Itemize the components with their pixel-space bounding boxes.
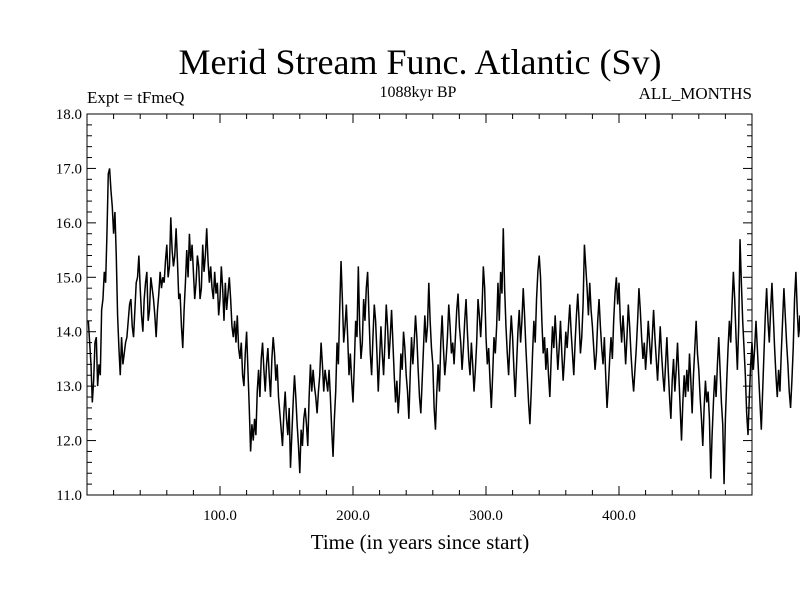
y-tick-label: 14.0 [56,325,82,341]
y-tick-label: 11.0 [56,488,82,504]
x-tick-label: 100.0 [203,508,237,524]
series-line [87,168,800,485]
plot-frame [86,113,753,496]
x-axis-label: Time (in years since start) [311,530,530,554]
y-axis: 11.0 12.0 13.0 14.0 15.0 16.0 17.0 18.0 [56,107,752,504]
y-tick-label: 13.0 [56,379,82,395]
subtitle-period: 1088kyr BP [380,84,457,101]
y-tick-label: 16.0 [56,216,82,232]
x-tick-label: 400.0 [602,508,636,524]
months-label: ALL_MONTHS [639,84,752,103]
y-tick-label: 17.0 [56,161,82,177]
y-tick-label: 18.0 [56,107,82,123]
y-tick-label: 15.0 [56,270,82,286]
x-tick-label: 300.0 [469,508,503,524]
chart-title: Merid Stream Func. Atlantic (Sv) [179,42,662,82]
x-tick-label: 200.0 [336,508,370,524]
x-axis: 100.0 200.0 300.0 400.0 [113,114,726,524]
y-tick-label: 12.0 [56,434,82,450]
experiment-label: Expt = tFmeQ [87,88,184,107]
